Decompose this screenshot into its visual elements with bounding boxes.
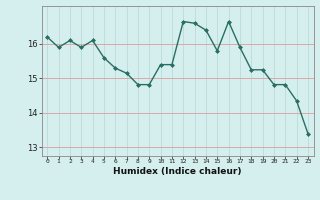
X-axis label: Humidex (Indice chaleur): Humidex (Indice chaleur) bbox=[113, 167, 242, 176]
